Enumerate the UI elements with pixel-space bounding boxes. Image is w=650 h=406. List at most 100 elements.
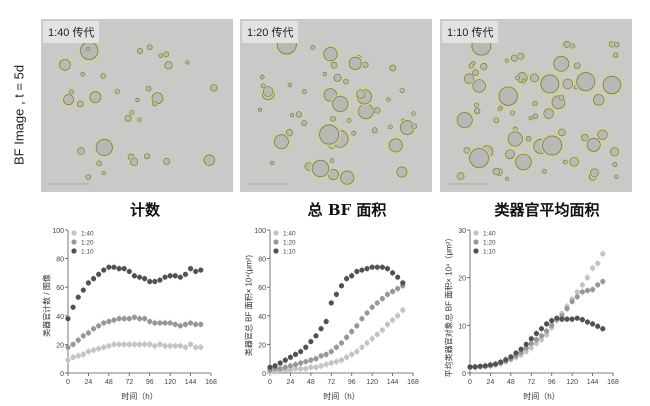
data-point-1-10 [569,316,575,322]
data-point-1-10 [182,271,189,277]
data-point-1-10 [400,280,406,286]
data-point-1-40 [80,351,86,358]
organoid-edge [203,154,215,166]
chart-total-area: 总 BF 面积 0 20 40 60 80 100 0 24 48 72 96 120 144 168 1:… [232,195,432,406]
organoid-edge [542,135,562,156]
data-point-1-10 [157,277,163,283]
organoid [471,78,488,94]
data-point-1-10 [482,363,488,369]
data-point-1-20 [574,294,580,300]
data-point-1-10 [600,326,606,332]
data-point-1-20 [106,318,112,325]
data-point-1-40 [106,343,112,349]
organoid-edge [330,61,338,69]
organoid-edge [114,88,120,94]
organoid-edge [158,53,164,58]
y-tick-label: 40 [258,314,266,321]
data-point-1-20 [70,341,76,347]
data-point-1-10 [292,351,299,358]
organoid [557,93,565,102]
organoid-edge [59,59,71,71]
legend-label: 1:40 [81,231,94,238]
data-point-1-10 [584,319,591,325]
data-point-1-20 [187,320,194,326]
organoid-edge [543,108,554,119]
organoid [157,52,164,59]
y-tick-label: 40 [56,314,64,321]
y-tick-label: 0 [262,371,266,378]
organoid [317,122,341,147]
organoid-edge [507,131,523,147]
organoid [76,146,86,156]
legend-label: 1:40 [483,231,496,238]
data-point-1-10 [379,264,385,270]
data-point-1-40 [121,341,127,347]
data-point-1-20 [328,348,334,355]
organoid [99,72,107,80]
organoid [529,72,540,84]
organoid [521,78,527,84]
organoid [541,168,548,175]
legend-marker [473,248,479,254]
data-point-1-10 [579,317,585,323]
data-point-1-10 [359,267,365,273]
organoid-edge [185,60,190,65]
organoid [347,55,364,72]
data-point-1-10 [187,266,194,272]
organoid [151,100,159,107]
organoid [468,62,475,70]
bf-image-1-40: 1:40 传代 [41,19,233,192]
organoid-edge [332,95,349,112]
organoid-edge [399,87,405,94]
organoid [350,130,357,137]
x-tick-label: 168 [607,379,619,386]
data-point-1-10 [544,321,550,327]
x-tick-label: 72 [125,379,133,386]
x-tick-label: 120 [566,379,578,386]
data-point-1-10 [198,267,204,273]
data-point-1-40 [131,341,137,347]
data-point-1-40 [544,332,550,338]
organoid [300,119,308,127]
organoid-edge [505,149,515,160]
organoid-edge [389,64,397,72]
organoid-edge [558,128,566,137]
organoid [513,152,534,172]
data-point-1-40 [75,353,81,359]
data-point-1-20 [318,353,324,359]
organoid-edge [569,156,579,167]
organoid-edge [135,97,140,103]
legend-label: 1:10 [81,249,94,256]
y-tick-label: 60 [56,285,64,292]
data-point-1-10 [80,287,86,293]
data-point-1-20 [96,323,102,329]
data-point-1-20 [292,361,299,368]
data-point-1-40 [344,354,350,360]
data-point-1-10 [121,266,127,272]
organoid-edge [581,133,589,142]
data-point-1-10 [492,361,499,367]
bf-image-1-10: 1:10 传代 [440,19,632,192]
organoid-edge [310,45,316,51]
data-point-1-10 [323,318,329,325]
organoid [609,146,621,158]
organoid [345,117,353,124]
data-point-1-10 [131,273,137,279]
data-point-1-40 [90,347,97,353]
organoid [62,93,76,107]
data-point-1-20 [182,321,189,327]
data-point-1-10 [564,316,570,322]
organoid-edge [614,174,619,179]
organoid [209,83,219,93]
data-point-1-20 [384,291,391,297]
data-point-1-40 [101,344,107,350]
data-point-1-20 [333,344,339,350]
organoid [568,155,580,168]
organoid [562,159,569,165]
chart-title: 计数 [129,201,160,219]
organoid-edge [612,162,618,168]
organoid-edge [504,58,510,63]
data-point-1-10 [328,300,334,306]
data-point-1-40 [589,265,596,271]
data-point-1-10 [389,270,396,276]
